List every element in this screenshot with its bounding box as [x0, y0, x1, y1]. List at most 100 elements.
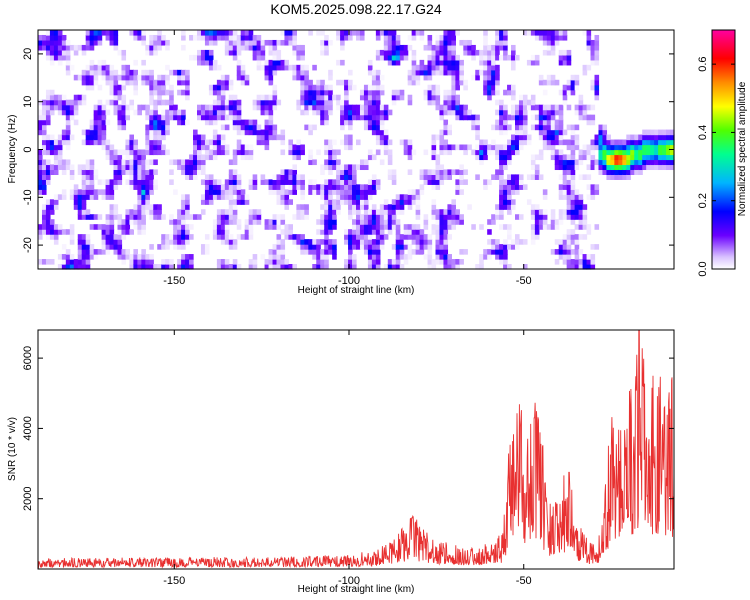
- spectrogram-cell: [455, 84, 460, 91]
- spectrogram-cell: [411, 64, 417, 71]
- spectrogram-cell: [590, 114, 596, 121]
- spectrogram-cell: [518, 94, 524, 101]
- spectrogram-cell: [121, 79, 127, 86]
- spectrogram-cell: [558, 159, 564, 166]
- spectrogram-cell: [280, 129, 286, 136]
- spectrogram-cell: [459, 174, 464, 180]
- spectrogram-cell: [475, 49, 480, 56]
- spectrogram-cell: [69, 114, 75, 121]
- spectrogram-cell: [137, 164, 142, 171]
- spectrogram-cell: [212, 64, 218, 71]
- spectrogram-cell: [332, 139, 337, 146]
- spectrogram-cell: [419, 229, 425, 235]
- spectrogram-cell: [507, 174, 512, 180]
- spectrogram-cell: [316, 254, 321, 260]
- spectrogram-cell: [49, 209, 55, 215]
- spectrogram-cell: [65, 129, 71, 136]
- spectrogram-cell: [463, 169, 468, 175]
- spectrogram-cell: [133, 84, 138, 91]
- spectrogram-cell: [324, 44, 329, 51]
- spectrogram-cell: [582, 254, 588, 260]
- spectrogram-cell: [395, 259, 401, 265]
- spectrogram-cell: [447, 264, 452, 270]
- spectrogram-cell: [407, 69, 413, 76]
- spectrogram-cell: [375, 124, 381, 131]
- spectrogram-cell: [61, 94, 67, 101]
- spectrogram-cell: [634, 159, 639, 166]
- spectrogram-cell: [288, 189, 293, 195]
- spectrogram-cell: [650, 164, 655, 171]
- spectrogram-cell: [399, 89, 405, 96]
- spectrogram-cell: [304, 79, 309, 86]
- spectrogram-cell: [403, 194, 409, 200]
- spectrogram-cell: [272, 69, 278, 76]
- spectrogram-cell: [530, 30, 536, 36]
- spectrogram-cell: [81, 94, 87, 101]
- spectrogram-cell: [487, 149, 492, 156]
- spectrogram-cell: [348, 109, 353, 116]
- spectrogram-cell: [359, 34, 365, 41]
- spectrogram-cell: [618, 154, 623, 161]
- spectrogram-cell: [85, 214, 91, 220]
- spectrogram-cell: [236, 194, 242, 200]
- spectrogram-cell: [495, 254, 500, 260]
- spectrogram-cell: [507, 149, 512, 156]
- spectrogram-cell: [570, 249, 576, 255]
- spectrogram-cell: [296, 139, 301, 146]
- spectrogram-cell: [276, 214, 282, 220]
- spectrogram-cell: [240, 234, 246, 240]
- spectrogram-cell: [169, 104, 174, 111]
- spectrogram-cell: [65, 114, 71, 121]
- spectrogram-cell: [336, 79, 341, 86]
- spectrogram-cell: [308, 30, 313, 36]
- spectrogram-cell: [145, 124, 150, 131]
- spectrogram-cell: [590, 264, 596, 270]
- spectrogram-cell: [264, 39, 270, 46]
- spectrogram-cell: [141, 264, 146, 270]
- spectrogram-cell: [550, 129, 556, 136]
- spectrogram-cell: [38, 129, 43, 136]
- spectrogram-cell: [109, 219, 115, 225]
- spectrogram-cell: [109, 239, 115, 245]
- spectrogram-cell: [622, 169, 627, 175]
- spectrogram-cell: [407, 229, 413, 235]
- spectrogram-cell: [248, 124, 254, 131]
- spectrogram-cell: [121, 249, 127, 255]
- spectrogram-cell: [570, 129, 576, 136]
- spectrogram-cell: [554, 164, 560, 171]
- spectrogram-cell: [367, 209, 373, 215]
- spectrogram-cell: [41, 229, 47, 235]
- spectrogram-cell: [383, 144, 389, 151]
- spectrogram-cell: [181, 114, 186, 121]
- spectrogram-cell: [586, 259, 592, 265]
- spectrogram-cell: [503, 109, 508, 116]
- spectrogram-cell: [240, 154, 246, 161]
- spectrogram-cell: [272, 124, 278, 131]
- spectrogram-cell: [598, 124, 604, 131]
- spectrogram-cell: [558, 154, 564, 161]
- spectrogram-cell: [208, 184, 214, 190]
- spectrogram-cell: [93, 79, 99, 86]
- spectrogram-cell: [415, 194, 421, 200]
- spectrogram-cell: [387, 209, 393, 215]
- spectrogram-cell: [447, 104, 452, 111]
- spectrogram-cell: [670, 154, 675, 161]
- spectrogram-cell: [590, 194, 596, 200]
- spectrogram-cell: [101, 134, 107, 141]
- spectrogram-cell: [606, 159, 611, 166]
- spectrogram-cell: [113, 209, 119, 215]
- spectrogram-cell: [141, 34, 146, 41]
- spectrogram-cell: [49, 99, 55, 106]
- spectrogram-cell: [379, 74, 385, 81]
- spectrogram-cell: [45, 99, 51, 106]
- spectrogram-cell: [200, 244, 206, 250]
- spectrogram-cell: [427, 59, 433, 66]
- spectrogram-cell: [340, 79, 345, 86]
- spectrogram-cell: [578, 204, 584, 210]
- spectrogram-cell: [149, 149, 154, 156]
- spectrogram-cell: [260, 99, 266, 106]
- spectrogram-cell: [228, 214, 234, 220]
- spectrogram-cell: [77, 99, 83, 106]
- spectrogram-cell: [324, 39, 329, 46]
- spectrogram-cell: [41, 209, 47, 215]
